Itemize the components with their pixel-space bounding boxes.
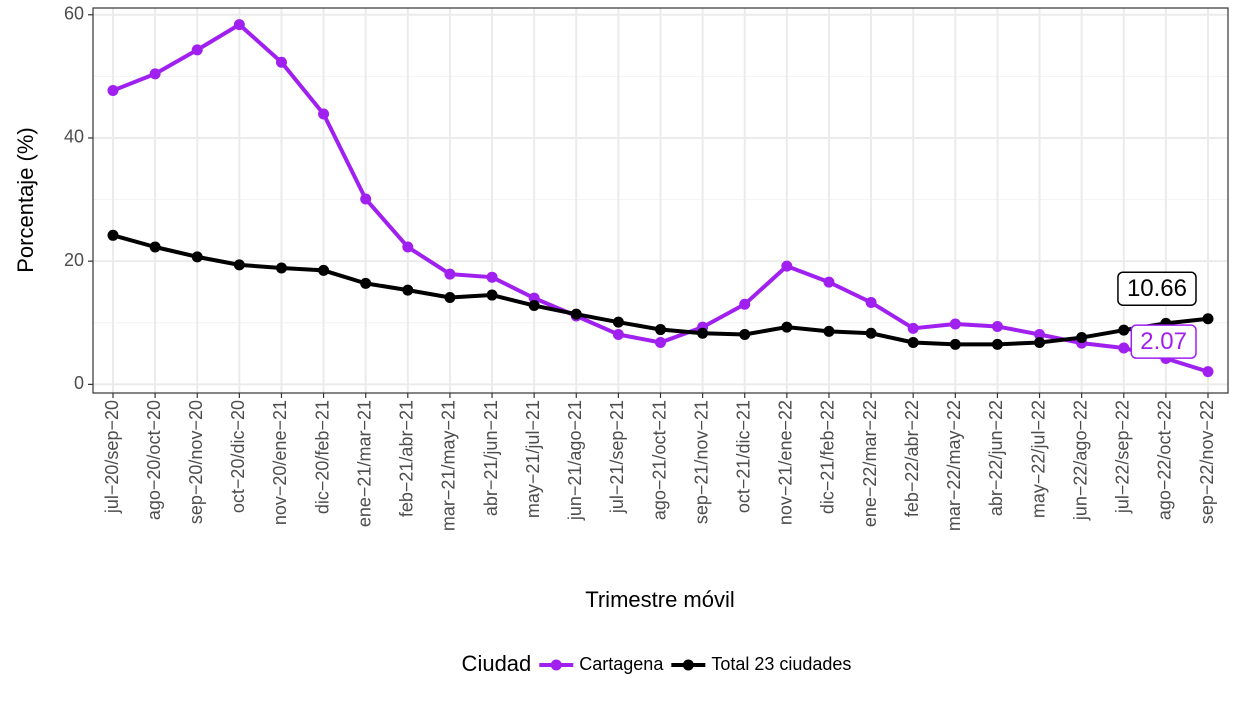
data-point xyxy=(949,318,961,330)
data-point xyxy=(233,259,245,271)
x-tick-label: may−22/jul−22 xyxy=(1028,400,1048,518)
data-point xyxy=(823,325,835,337)
x-tick-label: mar−22/may−22 xyxy=(944,400,964,531)
data-point xyxy=(402,284,414,296)
data-point xyxy=(697,327,709,339)
x-tick-label: ago−22/oct−22 xyxy=(1155,400,1175,520)
data-point xyxy=(486,289,498,301)
data-point xyxy=(1202,313,1214,325)
data-point xyxy=(360,193,372,205)
y-axis-label: Porcentaje (%) xyxy=(13,127,38,273)
x-tick-label: sep−22/nov−22 xyxy=(1197,400,1217,524)
legend-key-point xyxy=(550,659,562,671)
data-point xyxy=(1076,332,1088,344)
x-tick-label: jun−22/ago−22 xyxy=(1070,400,1090,521)
data-point xyxy=(991,338,1003,350)
x-tick-label: ene−22/mar−22 xyxy=(860,400,880,527)
x-axis-label: Trimestre móvil xyxy=(585,587,735,612)
x-tick-label: feb−22/abr−22 xyxy=(902,400,922,517)
x-tick-label: jul−22/sep−22 xyxy=(1113,400,1133,514)
legend-label: Cartagena xyxy=(579,654,664,674)
data-point xyxy=(823,276,835,288)
value-label: 2.07 xyxy=(1130,324,1197,359)
data-point xyxy=(486,271,498,283)
x-tick-label: oct−20/dic−20 xyxy=(228,400,248,513)
value-label-box xyxy=(1130,324,1197,359)
data-point xyxy=(865,296,877,308)
x-tick-label: mar−21/may−21 xyxy=(439,400,459,531)
data-point xyxy=(991,320,1003,332)
value-label-text: 2.07 xyxy=(1140,328,1187,355)
y-tick-label: 20 xyxy=(64,250,84,270)
data-point xyxy=(907,322,919,334)
data-point xyxy=(1034,336,1046,348)
data-point xyxy=(233,19,245,31)
value-label: 10.66 xyxy=(1117,271,1197,306)
x-tick-label: may−21/jul−21 xyxy=(523,400,543,518)
data-point xyxy=(781,321,793,333)
x-tick-label: sep−21/nov−21 xyxy=(691,400,711,524)
value-label-text: 10.66 xyxy=(1127,275,1187,302)
data-point xyxy=(149,241,161,253)
data-point xyxy=(149,68,161,80)
x-tick-label: oct−21/dic−21 xyxy=(733,400,753,513)
data-point xyxy=(318,264,330,276)
data-point xyxy=(107,229,119,241)
x-tick-label: abr−22/jun−22 xyxy=(986,400,1006,516)
data-point xyxy=(865,327,877,339)
legend-key-point xyxy=(682,659,694,671)
x-tick-label: nov−20/ene−21 xyxy=(270,400,290,525)
data-point xyxy=(318,108,330,120)
data-point xyxy=(1202,366,1214,378)
data-point xyxy=(444,292,456,304)
x-tick-label: dic−20/feb−21 xyxy=(312,400,332,514)
data-point xyxy=(907,336,919,348)
y-tick-label: 60 xyxy=(64,4,84,24)
data-point xyxy=(570,308,582,320)
x-tick-label: nov−21/ene−22 xyxy=(776,400,796,525)
data-point xyxy=(402,241,414,253)
x-tick-label: ene−21/mar−21 xyxy=(354,400,374,527)
x-tick-label: jun−21/ago−21 xyxy=(565,400,585,521)
y-tick-label: 40 xyxy=(64,127,84,147)
data-point xyxy=(275,56,287,68)
legend: Ciudad Cartagena Total 23 ciudades xyxy=(462,651,852,676)
data-point xyxy=(107,85,119,97)
data-point xyxy=(655,336,666,348)
value-label-box xyxy=(1117,271,1197,306)
x-tick-label: jul−20/sep−20 xyxy=(102,400,122,514)
data-point xyxy=(655,324,666,336)
data-point xyxy=(949,338,961,350)
x-tick-label: feb−21/abr−21 xyxy=(397,400,417,517)
data-point xyxy=(739,298,751,310)
data-point xyxy=(612,328,624,340)
x-tick-label: ago−21/oct−21 xyxy=(649,400,669,520)
plot-border xyxy=(92,7,1229,394)
data-point xyxy=(1118,342,1130,354)
data-point xyxy=(444,268,456,280)
legend-title: Ciudad xyxy=(462,651,532,676)
x-tick-label: abr−21/jun−21 xyxy=(481,400,501,516)
x-tick-label: ago−20/oct−20 xyxy=(144,400,164,520)
x-tick-label: dic−21/feb−22 xyxy=(818,400,838,514)
x-tick-label: jul−21/sep−21 xyxy=(607,400,627,514)
data-point xyxy=(275,262,287,274)
legend-label: Total 23 ciudades xyxy=(711,654,851,674)
data-point xyxy=(360,277,372,289)
data-point xyxy=(1118,324,1130,336)
x-tick-label: sep−20/nov−20 xyxy=(186,400,206,524)
data-point xyxy=(191,44,203,56)
data-point xyxy=(191,251,203,263)
data-point xyxy=(781,260,793,272)
y-tick-label: 0 xyxy=(74,373,84,393)
data-point xyxy=(612,316,624,328)
data-point xyxy=(1034,328,1046,340)
data-point xyxy=(739,328,751,340)
data-point xyxy=(528,300,540,312)
